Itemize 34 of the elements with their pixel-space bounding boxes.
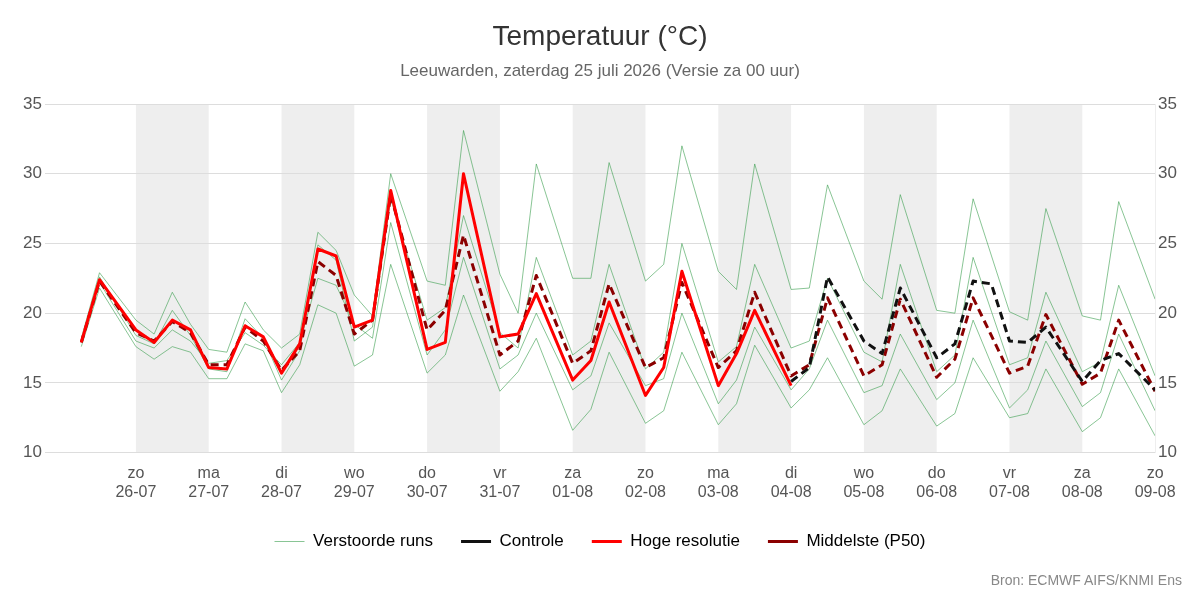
x-tick-label: vr 31-07 [479, 463, 521, 500]
legend-label: Hoge resolutie [630, 531, 740, 551]
x-tick-label: do 30-07 [406, 463, 448, 500]
y2-tick-label: 25 [1158, 233, 1178, 253]
x-tick-label: do 06-08 [916, 463, 958, 500]
y2-tick-label: 35 [1158, 93, 1178, 113]
y-tick-label: 15 [22, 372, 42, 392]
chart-subtitle: Leeuwarden, zaterdag 25 juli 2026 (Versie za 00 uur) [400, 61, 800, 81]
x-tick-label: za 01-08 [552, 463, 594, 500]
y2-tick-label: 20 [1158, 302, 1178, 322]
x-tick-label: di 28-07 [261, 463, 303, 500]
legend-label: Verstoorde runs [313, 531, 434, 551]
y2-tick-label: 10 [1158, 442, 1178, 462]
x-tick-label: di 04-08 [770, 463, 812, 500]
y-tick-label: 25 [22, 233, 42, 253]
y-tick-label: 30 [22, 163, 42, 183]
x-tick-label: ma 27-07 [188, 463, 230, 500]
y-tick-label: 35 [22, 93, 42, 113]
x-tick-label: ma 03-08 [697, 463, 739, 500]
x-tick-label: zo 02-08 [625, 463, 667, 500]
x-tick-label: za 08-08 [1061, 463, 1103, 500]
y-tick-label: 10 [22, 442, 42, 462]
chart-title: Temperatuur (°C) [492, 19, 708, 51]
x-tick-label: wo 05-08 [843, 463, 885, 500]
y2-tick-label: 30 [1158, 163, 1178, 183]
x-tick-label: wo 29-07 [333, 463, 375, 500]
y2-tick-label: 15 [1158, 372, 1178, 392]
y-tick-label: 20 [22, 302, 42, 322]
legend-label: Middelste (P50) [806, 531, 926, 551]
x-tick-label: zo 26-07 [115, 463, 157, 500]
legend-label: Controle [499, 531, 564, 551]
x-tick-label: vr 07-08 [989, 463, 1031, 500]
x-tick-label: zo 09-08 [1134, 463, 1176, 500]
text: Bron: ECMWF AIFS/KNMI Ens [990, 572, 1182, 588]
